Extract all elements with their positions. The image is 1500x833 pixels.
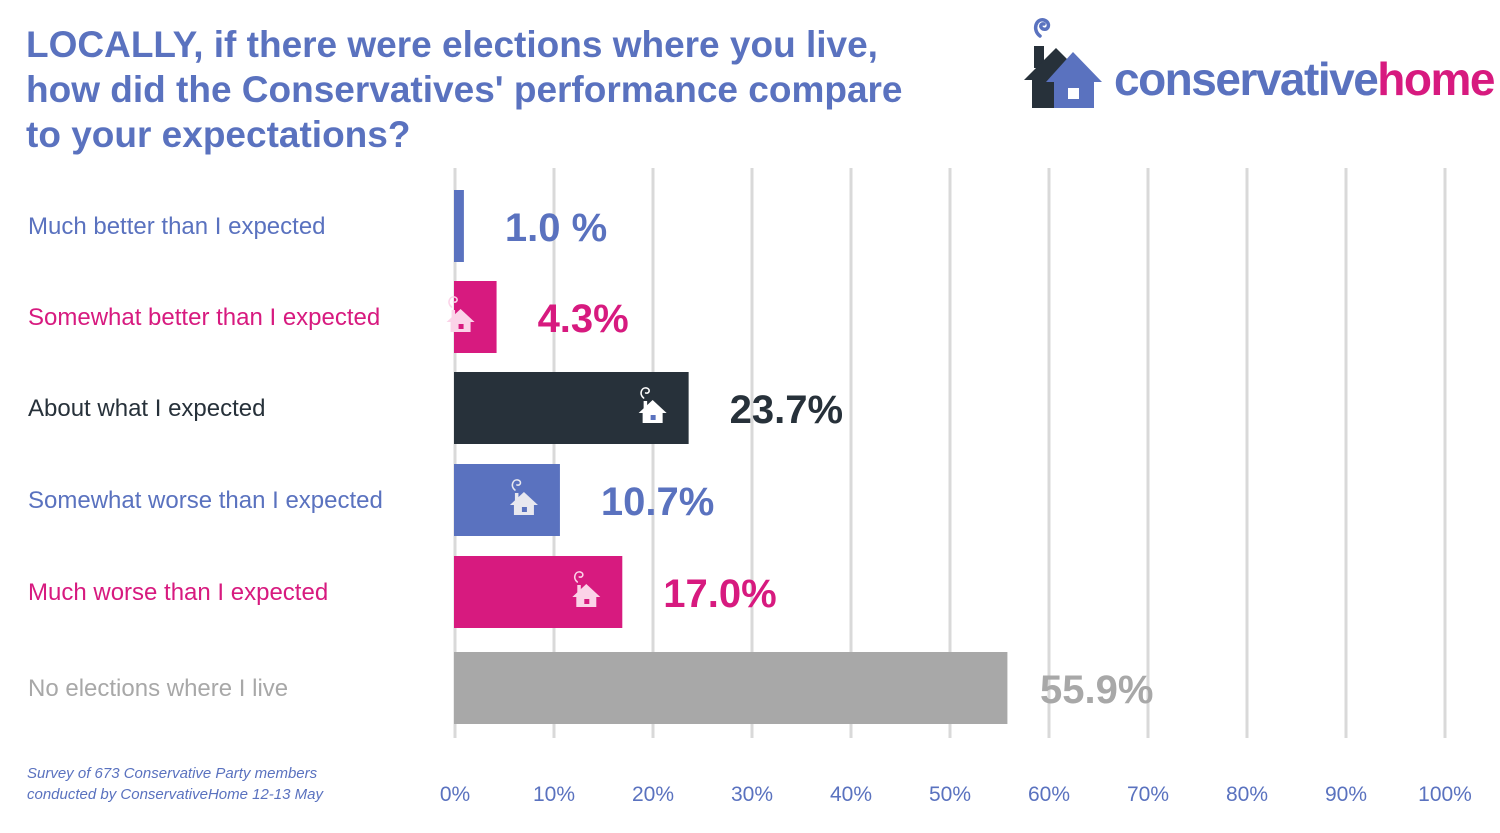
x-tick-label: 100%: [1418, 783, 1472, 806]
value-label: 10.7%: [601, 480, 714, 524]
value-label: 4.3%: [538, 297, 629, 341]
x-tick-label: 20%: [632, 783, 674, 806]
house-icon: [638, 387, 667, 423]
category-label: No elections where I live: [28, 675, 288, 702]
house-logo-icon: [1024, 18, 1102, 108]
title-line: how did the Conservatives' performance c…: [26, 69, 903, 110]
x-tick-label: 80%: [1226, 783, 1268, 806]
house-icon: [572, 571, 601, 607]
logo-wordmark: conservativehome: [1114, 53, 1495, 105]
value-label: 23.7%: [730, 388, 843, 432]
value-label: 55.9%: [1040, 668, 1153, 712]
house-icon: [446, 296, 475, 332]
x-tick-label: 40%: [830, 783, 872, 806]
x-tick-label: 0%: [440, 783, 470, 806]
x-tick-label: 50%: [929, 783, 971, 806]
title-line: LOCALLY, if there were elections where y…: [26, 24, 878, 65]
chart-title: LOCALLY, if there were elections where y…: [26, 22, 986, 157]
category-label: Much better than I expected: [28, 213, 326, 240]
bar: [454, 464, 560, 536]
value-label: 1.0 %: [505, 206, 607, 250]
note-line: Survey of 673 Conservative Party members: [27, 765, 318, 782]
value-label: 17.0%: [663, 572, 776, 616]
bar: [454, 652, 1008, 724]
title-line: to your expectations?: [26, 114, 411, 155]
logo-text-home: home: [1377, 53, 1495, 105]
x-tick-label: 70%: [1127, 783, 1169, 806]
category-label: Somewhat better than I expected: [28, 304, 380, 331]
category-label: Somewhat worse than I expected: [28, 487, 383, 514]
conservativehome-logo: conservativehome: [1018, 8, 1495, 118]
category-label: Much worse than I expected: [28, 579, 328, 606]
survey-note: Survey of 673 Conservative Party members…: [27, 763, 323, 805]
bar: [454, 556, 623, 628]
x-tick-label: 10%: [533, 783, 575, 806]
x-tick-label: 30%: [731, 783, 773, 806]
logo-text-conservative: conservative: [1114, 53, 1379, 105]
category-label: About what I expected: [28, 395, 266, 422]
x-tick-label: 60%: [1028, 783, 1070, 806]
x-tick-label: 90%: [1325, 783, 1367, 806]
bar: [454, 190, 464, 262]
note-line: conducted by ConservativeHome 12-13 May: [27, 786, 323, 803]
house-icon: [509, 479, 538, 515]
